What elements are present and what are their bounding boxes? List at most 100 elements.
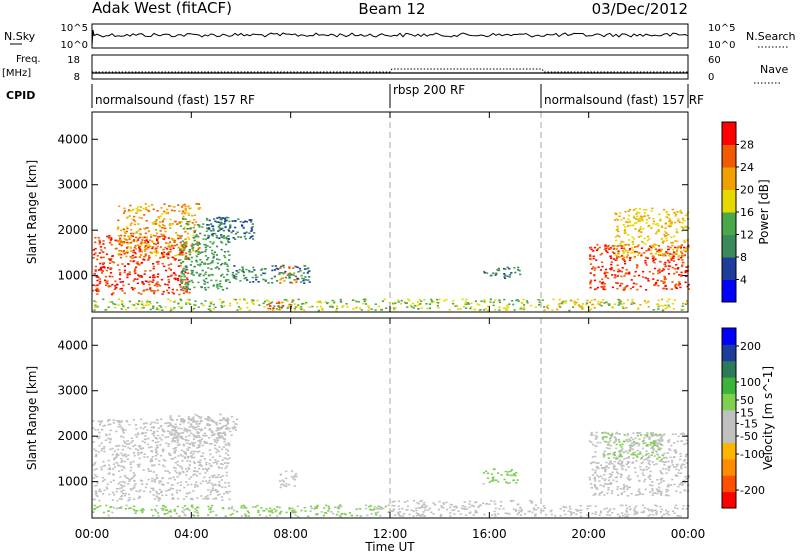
- scatter-cell-6: [661, 472, 664, 475]
- scatter-cell-6: [638, 438, 641, 440]
- scatter-cell-7: [656, 444, 659, 446]
- scatter-cell-0: [198, 464, 201, 466]
- freq-label: Freq.: [16, 54, 41, 65]
- scatter-cell-4: [418, 506, 421, 509]
- scatter-cell-1: [163, 218, 166, 220]
- scatter-cell-0: [159, 425, 162, 428]
- scatter-cell-1: [127, 210, 130, 213]
- scatter-cell-3: [307, 515, 310, 518]
- scatter-cell-2: [219, 264, 223, 266]
- scatter-cell-7: [618, 441, 621, 443]
- scatter-cell-4: [415, 514, 419, 517]
- colorbar-swatch: [722, 212, 736, 235]
- scatter-cell-1: [123, 212, 126, 214]
- scatter-cell-0: [162, 450, 165, 453]
- scatter-cell-2: [225, 216, 228, 219]
- scatter-cell-0: [149, 280, 152, 283]
- scatter-cell-0: [191, 419, 194, 421]
- scatter-cell-2: [198, 224, 201, 226]
- scatter-cell-6: [676, 440, 679, 443]
- scatter-cell-7: [354, 307, 357, 309]
- scatter-cell-1: [184, 211, 187, 213]
- scatter-cell-7: [640, 434, 643, 436]
- scatter-cell-4: [406, 505, 410, 508]
- scatter-cell-0: [181, 455, 184, 457]
- scatter-cell-7: [393, 307, 396, 309]
- scatter-cell-1: [163, 203, 166, 205]
- scatter-cell-6: [649, 475, 652, 477]
- scatter-cell-1: [169, 245, 172, 248]
- scatter-cell-3: [228, 230, 231, 232]
- scatter-cell-0: [133, 480, 136, 482]
- scatter-cell-3: [279, 511, 282, 514]
- scatter-cell-6: [667, 460, 670, 463]
- scatter-cell-2: [198, 225, 201, 228]
- scatter-cell-10: [657, 229, 660, 231]
- scatter-cell-0: [134, 483, 137, 485]
- scatter-cell-1: [181, 418, 184, 420]
- scatter-cell-0: [155, 283, 158, 285]
- scatter-cell-9: [679, 286, 682, 289]
- scatter-cell-6: [637, 444, 641, 447]
- scatter-cell-0: [162, 234, 165, 237]
- scatter-cell-0: [172, 257, 175, 259]
- colorbar-swatch: [722, 393, 736, 411]
- scatter-cell-2: [183, 246, 186, 249]
- scatter-cell-1: [169, 418, 172, 421]
- scatter-cell-9: [611, 251, 614, 253]
- scatter-cell-6: [602, 467, 605, 470]
- scatter-cell-7: [367, 307, 371, 309]
- scatter-cell-11: [631, 299, 634, 301]
- scatter-cell-0: [205, 463, 208, 466]
- scatter-cell-2: [186, 268, 189, 271]
- scatter-cell-0: [132, 288, 135, 291]
- nave-tick-low: 0: [708, 72, 714, 83]
- scatter-cell-0: [108, 242, 112, 244]
- scatter-cell-3: [369, 504, 372, 507]
- scatter-cell-6: [660, 492, 663, 495]
- scatter-cell-7: [635, 455, 639, 457]
- y-tick-label: 4000: [57, 132, 88, 146]
- scatter-cell-0: [157, 273, 160, 275]
- scatter-cell-10: [620, 240, 623, 243]
- scatter-cell-0: [201, 444, 204, 447]
- scatter-cell-0: [136, 239, 140, 241]
- scatter-cell-0: [185, 245, 188, 248]
- scatter-cell-5: [248, 269, 251, 272]
- scatter-cell-7: [520, 306, 523, 309]
- scatter-cell-9: [593, 274, 596, 277]
- scatter-cell-0: [138, 246, 142, 248]
- scatter-cell-2: [211, 252, 214, 255]
- scatter-cell-2: [210, 223, 213, 225]
- scatter-cell-9: [592, 257, 595, 260]
- scatter-cell-0: [112, 474, 115, 476]
- scatter-cell-0: [196, 485, 199, 488]
- scatter-cell-3: [231, 505, 234, 508]
- scatter-cell-0: [138, 248, 141, 250]
- scatter-cell-7: [358, 307, 362, 309]
- scatter-cell-7: [178, 305, 181, 308]
- scatter-cell-6: [629, 478, 632, 480]
- scatter-cell-2: [201, 269, 204, 272]
- scatter-cell-0: [185, 277, 189, 279]
- scatter-cell-0: [158, 235, 161, 238]
- scatter-cell-0: [182, 292, 185, 294]
- scatter-cell-7: [180, 299, 183, 302]
- scatter-cell-8: [517, 266, 520, 269]
- scatter-cell-7: [352, 308, 355, 310]
- scatter-cell-1: [206, 419, 209, 421]
- scatter-cell-1: [195, 221, 198, 223]
- scatter-cell-6: [628, 444, 631, 447]
- scatter-cell-3: [240, 515, 243, 517]
- scatter-cell-7: [185, 301, 188, 304]
- scatter-cell-10: [624, 210, 627, 213]
- scatter-cell-9: [589, 255, 592, 257]
- scatter-cell-0: [174, 470, 177, 472]
- scatter-cell-6: [663, 463, 666, 466]
- scatter-cell-0: [120, 253, 123, 256]
- scatter-cell-5: [251, 276, 254, 279]
- scatter-cell-0: [141, 432, 144, 434]
- scatter-cell-4: [537, 506, 540, 509]
- scatter-cell-0: [118, 498, 121, 500]
